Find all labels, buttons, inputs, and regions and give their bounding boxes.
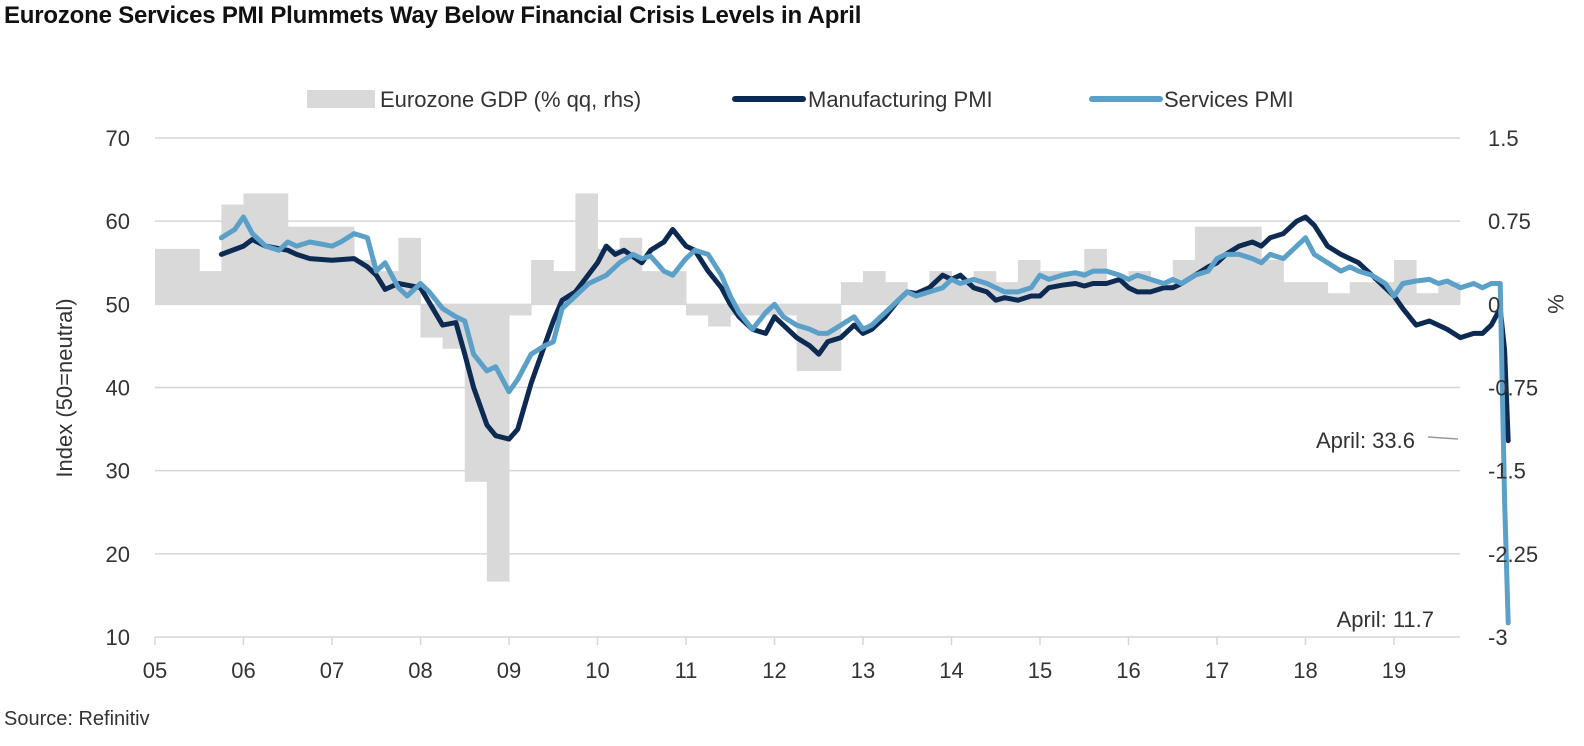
- gdp-bar: [1283, 282, 1306, 305]
- x-tick-label: 13: [851, 658, 875, 683]
- gdp-bar: [1017, 259, 1041, 305]
- gdp-bar: [1327, 293, 1351, 305]
- y-tick-right: -0.75: [1488, 376, 1538, 401]
- gdp-bar: [575, 193, 598, 305]
- gdp-bar: [641, 271, 665, 305]
- gdp-bar: [663, 271, 687, 305]
- y-tick-left: 10: [106, 625, 130, 650]
- y-axis-title-right: %: [1543, 294, 1568, 314]
- gridlines: [155, 137, 1460, 638]
- legend: Eurozone GDP (% qq, rhs) Manufacturing PM…: [307, 87, 1294, 112]
- y-tick-left: 60: [106, 209, 130, 234]
- gdp-bar: [951, 282, 975, 305]
- y-tick-right: -2.25: [1488, 542, 1538, 567]
- annotation-leader: [1427, 436, 1459, 440]
- gdp-bar: [287, 226, 311, 305]
- y-tick-left: 50: [106, 292, 130, 317]
- gdp-bar: [1261, 259, 1284, 305]
- y-tick-right: 1.5: [1488, 126, 1519, 151]
- y-tick-left: 30: [106, 459, 130, 484]
- chart-title: Eurozone Services PMI Plummets Way Below…: [4, 2, 862, 29]
- x-tick-label: 08: [408, 658, 432, 683]
- gdp-bar: [531, 259, 554, 305]
- y-tick-right: -1.5: [1488, 459, 1526, 484]
- gdp-bar: [619, 237, 643, 305]
- series-lines-group: [218, 214, 1511, 626]
- gdp-bar: [840, 282, 864, 305]
- legend-swatch-gdp: [307, 90, 375, 108]
- x-tick-label: 05: [143, 658, 167, 683]
- gdp-bar: [1239, 226, 1262, 305]
- gdp-bar: [708, 304, 731, 327]
- services-line: [218, 214, 1511, 626]
- gdp-bar: [730, 304, 753, 316]
- gdp-bar: [796, 304, 820, 371]
- x-tick-label: 18: [1293, 658, 1317, 683]
- x-tick-label: 16: [1116, 658, 1140, 683]
- gdp-bar: [774, 304, 798, 316]
- legend-label-manufacturing: Manufacturing PMI: [808, 87, 993, 112]
- y-tick-left: 40: [106, 376, 130, 401]
- y-tick-left: 70: [106, 126, 130, 151]
- x-tick-label: 10: [585, 658, 609, 683]
- gdp-area-group: [155, 193, 1461, 582]
- gdp-bar: [1349, 282, 1373, 305]
- legend-label-gdp: Eurozone GDP (% qq, rhs): [380, 87, 641, 112]
- gdp-bar: [199, 271, 222, 305]
- axis-labels-group: 70 1.5 60 0.75 50 0 40 -0.75 30 -1.5 20 -2.25 10 -3 05…: [52, 126, 1568, 683]
- annotation-services: April: 11.7: [1337, 607, 1434, 632]
- y-tick-left: 20: [106, 542, 130, 567]
- annotations-group: April: 33.6 April: 11.7: [1316, 428, 1459, 632]
- legend-label-services: Services PMI: [1164, 87, 1294, 112]
- x-tick-label: 09: [497, 658, 521, 683]
- gdp-bar: [221, 204, 244, 305]
- source-note: Source: Refinitiv: [4, 708, 150, 730]
- gdp-bar: [309, 226, 333, 305]
- gdp-bar: [1084, 248, 1107, 305]
- y-tick-right: -3: [1488, 625, 1508, 650]
- gdp-bar: [486, 304, 510, 582]
- x-tick-label: 11: [675, 658, 698, 683]
- gdp-bar: [1106, 282, 1129, 305]
- annotation-manufacturing: April: 33.6: [1316, 428, 1415, 453]
- gdp-bar: [1416, 293, 1439, 305]
- gdp-bar: [597, 248, 621, 305]
- gdp-bar: [818, 304, 842, 371]
- gdp-bar: [243, 193, 267, 305]
- x-tick-label: 12: [762, 658, 786, 683]
- x-tick-label: 17: [1205, 658, 1229, 683]
- gdp-bar: [1062, 271, 1085, 305]
- x-tick-label: 14: [939, 658, 963, 683]
- gdp-bar: [509, 304, 532, 316]
- x-tick-label: 15: [1028, 658, 1052, 683]
- gdp-bar: [907, 293, 930, 305]
- gdp-bar: [1305, 282, 1329, 305]
- x-tick-label: 07: [320, 658, 344, 683]
- gdp-bar: [155, 248, 178, 305]
- gdp-bar: [177, 248, 200, 305]
- x-tick-label: 06: [231, 658, 255, 683]
- y-tick-right: 0.75: [1488, 209, 1531, 234]
- x-tick-label: 19: [1382, 658, 1406, 683]
- gdp-bar: [1217, 226, 1240, 305]
- y-axis-title-left: Index (50=neutral): [52, 298, 77, 477]
- gdp-bar: [752, 304, 775, 316]
- gdp-bar: [863, 271, 886, 305]
- gdp-bar: [686, 304, 709, 316]
- y-tick-right: 0: [1488, 292, 1500, 317]
